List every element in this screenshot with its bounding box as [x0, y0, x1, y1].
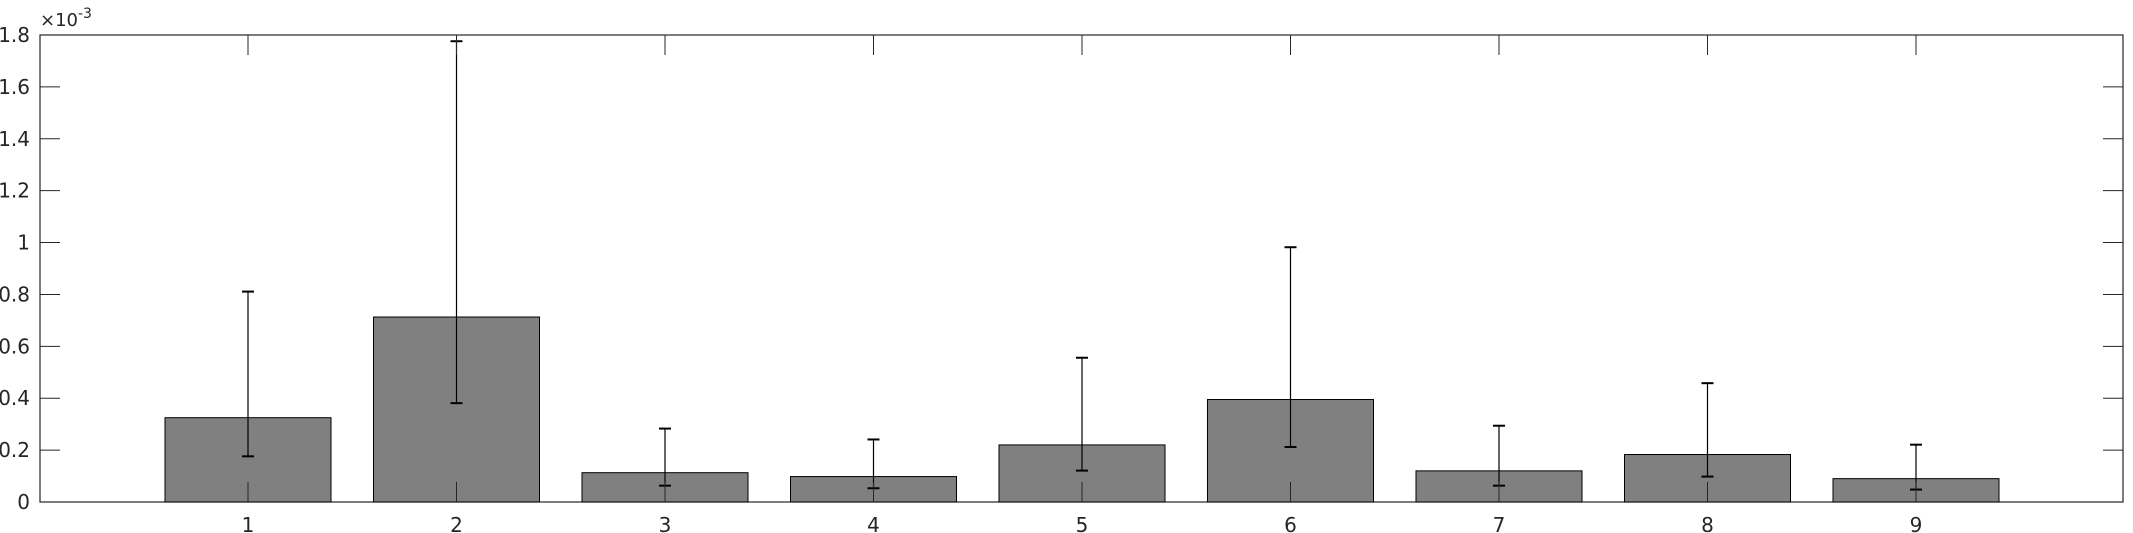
y-tick-label: 0	[17, 490, 30, 514]
ticks-layer: 0 0.2 0.4 0.6 0.8 1 1.2 1.4 1.6 1.8 1 2 3 4 5 6 7 8 9	[0, 23, 2123, 533]
x-tick-label: 5	[1076, 513, 1089, 533]
y-scale-exponent-label: ×10-3	[40, 6, 92, 31]
y-tick-label: 0.8	[0, 282, 30, 306]
bars-layer	[164, 40, 2000, 503]
y-tick-label: 1.6	[0, 75, 30, 99]
y-scale-multiplier: ×10	[40, 10, 78, 31]
x-tick-label: 3	[659, 513, 672, 533]
y-tick-label: 0.6	[0, 334, 30, 358]
x-tick-label: 4	[867, 513, 880, 533]
x-tick-label: 9	[1910, 513, 1923, 533]
x-tick-label: 8	[1701, 513, 1714, 533]
y-tick-label: 1.2	[0, 179, 30, 203]
x-tick-label: 1	[242, 513, 255, 533]
y-tick-label: 0.4	[0, 386, 30, 410]
y-tick-label: 1	[17, 231, 30, 255]
y-tick-label: 0.2	[0, 438, 30, 462]
x-tick-label: 6	[1284, 513, 1297, 533]
x-tick-label: 2	[450, 513, 463, 533]
y-tick-label: 1.4	[0, 127, 30, 151]
x-tick-label: 7	[1493, 513, 1506, 533]
y-scale-exponent: -3	[78, 6, 92, 22]
y-tick-label: 1.8	[0, 23, 30, 47]
